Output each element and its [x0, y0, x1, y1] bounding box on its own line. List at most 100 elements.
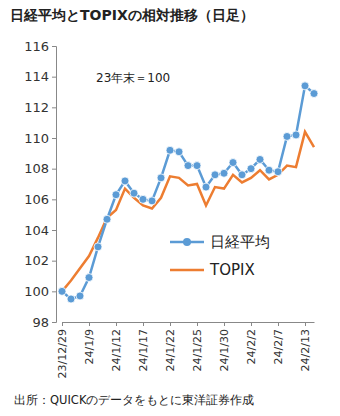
series-marker [148, 197, 156, 205]
x-tick-mark [143, 322, 144, 326]
series-marker [121, 177, 129, 185]
plot-area [58, 82, 318, 303]
y-tick-mark [52, 77, 56, 78]
x-tick: 24/1/12 [110, 322, 123, 371]
x-tick-label: 24/2/2 [245, 329, 258, 364]
x-tick-label: 24/1/22 [164, 329, 177, 371]
series-marker [184, 162, 192, 170]
y-tick-label: 114 [24, 69, 49, 84]
legend-label: TOPIX [209, 261, 255, 279]
x-tick-label: 24/1/30 [218, 329, 231, 371]
x-tick-mark [305, 322, 306, 326]
x-tick: 24/2/2 [245, 322, 258, 364]
y-tick: 108 [24, 161, 56, 176]
y-tick-mark [52, 261, 56, 262]
series-marker [211, 171, 219, 179]
y-tick: 112 [24, 100, 56, 115]
series-marker [292, 131, 300, 139]
y-tick-mark [52, 46, 56, 47]
series-marker [220, 169, 228, 177]
x-tick: 24/1/30 [218, 322, 231, 371]
series-marker [247, 165, 255, 173]
series-marker [166, 146, 174, 154]
y-tick: 116 [24, 39, 56, 54]
x-tick-label: 24/1/12 [110, 329, 123, 371]
series-marker [229, 159, 237, 167]
x-tick-mark [197, 322, 198, 326]
y-tick: 106 [24, 192, 56, 207]
x-tick: 24/1/22 [164, 322, 177, 371]
x-tick-mark [251, 322, 252, 326]
x-tick: 24/2/7 [272, 322, 285, 364]
series-marker [310, 90, 318, 98]
x-tick-label: 24/1/17 [137, 329, 150, 371]
x-tick: 24/1/9 [83, 322, 96, 364]
title: 日経平均とTOPIXの相対推移（日足） [10, 7, 254, 23]
y-axis-line [52, 47, 57, 323]
series-marker [58, 287, 66, 295]
y-tick-label: 110 [24, 131, 49, 146]
legend-swatch [170, 269, 204, 272]
x-tick-mark [89, 322, 90, 326]
y-tick: 100 [24, 284, 56, 299]
series-marker [139, 195, 147, 203]
y-tick-mark [52, 230, 56, 231]
y-tick-mark [52, 138, 56, 139]
series-marker [76, 292, 84, 300]
series-marker [67, 295, 75, 303]
x-tick: 23/12/29 [56, 322, 69, 378]
series-marker [283, 132, 291, 140]
x-tick-label: 23/12/29 [56, 329, 69, 378]
y-tick-mark [52, 169, 56, 170]
x-tick: 24/2/13 [299, 322, 312, 371]
series-marker [238, 171, 246, 179]
series-marker [157, 174, 165, 182]
x-tick-label: 24/2/13 [299, 329, 312, 371]
series-line [62, 86, 314, 299]
x-axis: 23/12/29 24/1/9 24/1/12 24/1/17 24/1/22 24/1/… [56, 322, 314, 378]
y-tick-label: 106 [24, 192, 49, 207]
y-tick: 110 [24, 131, 56, 146]
y-tick: 98 [32, 315, 56, 330]
y-tick-mark [52, 291, 56, 292]
y-tick-label: 100 [24, 284, 49, 299]
y-tick-label: 98 [32, 315, 49, 330]
x-tick: 24/1/17 [137, 322, 150, 371]
series-marker [265, 166, 273, 174]
series-line [62, 132, 314, 291]
y-tick-mark [52, 322, 56, 323]
y-tick-label: 112 [24, 100, 49, 115]
y-tick: 114 [24, 69, 56, 84]
x-tick-mark [278, 322, 279, 326]
x-tick-label: 24/1/9 [83, 329, 96, 364]
x-tick-mark [116, 322, 117, 326]
series-marker [85, 274, 93, 282]
series-marker [112, 191, 120, 199]
series-marker [130, 189, 138, 197]
x-tick-mark [224, 322, 225, 326]
x-tick-label: 24/2/7 [272, 329, 285, 364]
y-tick-mark [52, 107, 56, 108]
series-marker [301, 82, 309, 90]
annotation: 23年末＝100 [96, 71, 170, 85]
series-marker [274, 168, 282, 176]
y-tick: 104 [24, 223, 56, 238]
x-tick-label: 24/1/25 [191, 329, 204, 371]
x-axis-line [63, 322, 315, 323]
series-marker [193, 162, 201, 170]
series-marker [256, 155, 264, 163]
legend: 日経平均 TOPIX [170, 233, 270, 279]
series-marker [175, 148, 183, 156]
y-tick-label: 108 [24, 161, 49, 176]
series-marker [202, 183, 210, 191]
y-tick-label: 102 [24, 253, 49, 268]
y-tick-label: 104 [24, 223, 49, 238]
series-marker [94, 243, 102, 251]
x-tick-mark [62, 322, 63, 326]
source: 出所：QUICKのデータをもとに東洋証券作成 [14, 393, 254, 407]
y-tick: 102 [24, 253, 56, 268]
legend-label: 日経平均 [210, 233, 270, 251]
x-tick-mark [170, 322, 171, 326]
chart: 日経平均とTOPIXの相対推移（日足） 98 100 102 104 106 108 110 1… [0, 0, 340, 416]
x-tick: 24/1/25 [191, 322, 204, 371]
